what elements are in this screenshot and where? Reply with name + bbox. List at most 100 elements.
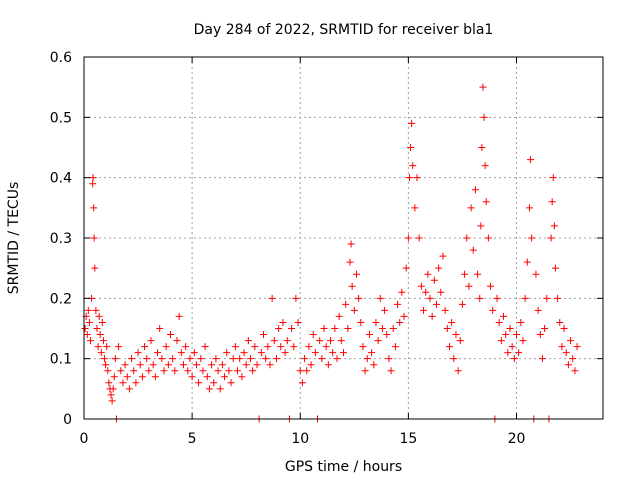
data-point: [268, 294, 276, 302]
data-point: [94, 343, 102, 351]
data-point: [461, 270, 469, 278]
data-point: [93, 325, 101, 332]
data-point: [556, 318, 564, 326]
data-point: [562, 349, 570, 357]
data-point: [99, 337, 107, 345]
data-point: [249, 367, 257, 375]
data-point: [456, 337, 464, 345]
data-point: [301, 355, 309, 363]
data-point: [521, 294, 529, 302]
data-point: [95, 312, 103, 320]
data-point: [359, 343, 367, 351]
data-point: [128, 355, 136, 363]
data-point: [405, 174, 413, 182]
data-point: [123, 373, 131, 381]
y-axis-ticks: 0 0.1 0.2 0.3 0.4 0.5 0.6: [50, 50, 603, 428]
data-point: [376, 294, 384, 302]
data-point: [329, 349, 337, 357]
data-point: [564, 361, 572, 369]
data-point: [381, 306, 389, 314]
data-point: [331, 325, 339, 332]
data-point: [234, 367, 242, 375]
data-point: [320, 325, 328, 332]
data-point: [474, 270, 482, 278]
data-point: [136, 361, 144, 369]
data-point: [322, 343, 330, 351]
data-point: [439, 252, 447, 260]
data-point: [188, 373, 196, 381]
data-point: [91, 264, 99, 272]
data-point: [272, 355, 280, 363]
data-point: [229, 355, 237, 363]
data-point: [195, 379, 203, 387]
data-point: [84, 306, 92, 314]
data-point: [218, 361, 226, 369]
data-point: [109, 385, 117, 393]
data-point: [96, 331, 104, 339]
data-point: [519, 337, 527, 345]
data-point: [417, 282, 425, 290]
data-point: [156, 325, 164, 332]
data-point: [523, 258, 531, 266]
data-point: [179, 361, 187, 369]
data-point: [81, 325, 89, 332]
data-point: [352, 270, 360, 278]
data-point: [151, 373, 159, 381]
data-point: [175, 312, 183, 320]
data-point: [86, 337, 94, 345]
data-point: [182, 343, 190, 351]
data-point: [173, 337, 181, 345]
data-point: [549, 174, 557, 182]
data-point: [89, 180, 97, 188]
data-point: [452, 331, 460, 339]
data-point: [214, 367, 222, 375]
data-point: [573, 343, 581, 351]
data-point: [476, 294, 484, 302]
data-point: [98, 318, 106, 326]
data-point: [370, 361, 378, 369]
data-point: [495, 318, 503, 326]
data-point: [437, 288, 445, 296]
data-point: [534, 306, 542, 314]
data-point: [119, 379, 127, 387]
data-point: [396, 318, 404, 326]
y-tick-label: 0.6: [50, 50, 72, 66]
data-point: [391, 343, 399, 351]
data-point: [85, 318, 93, 326]
data-point: [138, 373, 146, 381]
data-point: [147, 337, 155, 345]
data-point: [90, 234, 98, 242]
data-point: [426, 294, 434, 302]
data-point: [409, 162, 417, 170]
data-point: [177, 349, 185, 357]
data-point: [111, 355, 119, 363]
data-point: [554, 294, 562, 302]
data-point: [482, 198, 490, 206]
data-point: [292, 294, 300, 302]
data-point: [372, 318, 380, 326]
data-point: [408, 119, 416, 127]
data-point: [347, 240, 355, 248]
data-point: [190, 349, 198, 357]
data-point: [294, 318, 302, 326]
data-point: [493, 294, 501, 302]
data-point: [528, 234, 536, 242]
data-point: [117, 367, 125, 375]
y-axis-label: SRMTID / TECUs: [6, 182, 22, 295]
data-point: [400, 312, 408, 320]
data-point: [348, 282, 356, 290]
data-point: [281, 349, 289, 357]
x-tick-label: 15: [399, 431, 417, 447]
data-point: [337, 337, 345, 345]
data-point: [543, 294, 551, 302]
data-point: [422, 288, 430, 296]
data-point: [221, 373, 229, 381]
data-point: [532, 270, 540, 278]
data-point: [311, 349, 319, 357]
data-point: [467, 204, 475, 212]
data-point: [318, 355, 326, 363]
data-point: [333, 355, 341, 363]
data-point: [506, 325, 514, 332]
data-point: [517, 318, 525, 326]
data-point: [253, 361, 261, 369]
